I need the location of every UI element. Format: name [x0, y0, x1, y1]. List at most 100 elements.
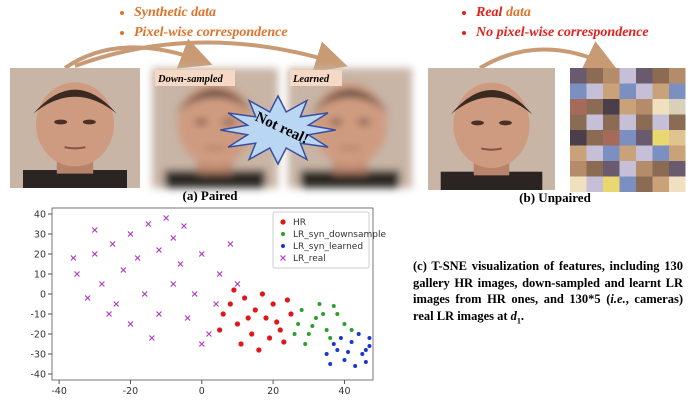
bullet: Pixel-wise correspondence: [134, 23, 288, 43]
figure: Down-sampled Learned Not real! (a) Paire…: [0, 0, 691, 400]
pixel: [620, 99, 637, 115]
eye: [471, 120, 484, 125]
pixel: [620, 130, 637, 146]
point: [350, 340, 354, 344]
point: [328, 362, 332, 366]
point: [256, 347, 261, 352]
eye: [330, 120, 342, 125]
pixel: [603, 130, 620, 146]
pixel: [620, 177, 637, 193]
bullet: Real data: [476, 3, 649, 23]
point: [328, 336, 332, 340]
x-tick-label: 20: [267, 386, 279, 397]
tag: Down-sampled: [157, 74, 224, 85]
pixel: [653, 177, 670, 193]
pixel: [570, 68, 587, 84]
pixel: [570, 115, 587, 131]
point: [278, 327, 283, 332]
pixel: [636, 177, 653, 193]
pixel: [653, 115, 670, 131]
point: [310, 324, 314, 328]
x-tick-label: -20: [123, 386, 139, 397]
point: [253, 307, 258, 312]
point: [271, 301, 276, 306]
point: [339, 336, 343, 340]
pixel: [636, 130, 653, 146]
x-tick-label: -40: [51, 386, 67, 397]
point: [228, 301, 233, 306]
tag: Learned: [292, 74, 330, 85]
face-image: [428, 68, 555, 190]
point: [296, 322, 300, 326]
pixel: [636, 115, 653, 131]
point: [325, 352, 329, 356]
pixel: [669, 177, 686, 193]
bullets: Synthetic data Pixel-wise correspondence: [120, 3, 288, 43]
point: [353, 364, 357, 368]
caption: (c) T-SNE visualization of features, inc…: [413, 258, 683, 330]
pixel: [636, 68, 653, 84]
point: [281, 339, 286, 344]
pixel: [669, 115, 686, 131]
point: [346, 350, 350, 354]
pixel: [587, 130, 604, 146]
bullet-word: data: [506, 5, 531, 20]
legend-marker: [281, 232, 285, 236]
point: [231, 287, 236, 292]
caption-text: .: [521, 309, 524, 323]
y-tick-label: 20: [34, 250, 46, 261]
point: [364, 360, 368, 364]
pixel: [603, 177, 620, 193]
point: [242, 295, 247, 300]
point: [300, 308, 304, 312]
pixel: [620, 161, 637, 177]
point: [217, 327, 222, 332]
y-tick-label: -30: [30, 350, 46, 361]
pixel: [603, 146, 620, 162]
legend-label: LR_real: [293, 254, 326, 264]
pixel: [636, 84, 653, 100]
pixel: [620, 68, 637, 84]
point: [357, 332, 361, 336]
pixel: [587, 146, 604, 162]
face-image: [10, 68, 140, 188]
eye: [223, 120, 236, 125]
point: [249, 331, 254, 336]
subcaption: (a) Paired: [183, 188, 239, 203]
legend-label: HR: [293, 218, 306, 228]
point: [332, 342, 336, 346]
eye: [195, 120, 208, 125]
pixel: [620, 115, 637, 131]
eye: [357, 120, 369, 125]
arrow: [75, 42, 340, 66]
pixel: [570, 161, 587, 177]
pixelated-image: [570, 68, 686, 192]
point: [335, 312, 339, 316]
pixel: [669, 84, 686, 100]
legend-marker: [280, 219, 285, 224]
point: [360, 352, 364, 356]
eye: [54, 120, 67, 125]
point: [318, 302, 322, 306]
point: [293, 332, 297, 336]
pixel: [587, 115, 604, 131]
y-tick-label: 30: [34, 230, 46, 241]
pixel: [636, 99, 653, 115]
pixel: [620, 146, 637, 162]
point: [260, 291, 265, 296]
pixel: [587, 161, 604, 177]
point: [332, 304, 336, 308]
x-tick-label: 0: [199, 386, 205, 397]
pixel: [570, 84, 587, 100]
x-tick-label: 40: [338, 386, 350, 397]
pixel: [603, 84, 620, 100]
pixel: [587, 84, 604, 100]
pixel: [603, 115, 620, 131]
pixel: [653, 146, 670, 162]
point: [350, 328, 354, 332]
pixel: [669, 130, 686, 146]
pixel: [570, 99, 587, 115]
pixel: [570, 146, 587, 162]
pixel: [587, 99, 604, 115]
legend-label: LR_syn_downsample: [293, 230, 386, 240]
